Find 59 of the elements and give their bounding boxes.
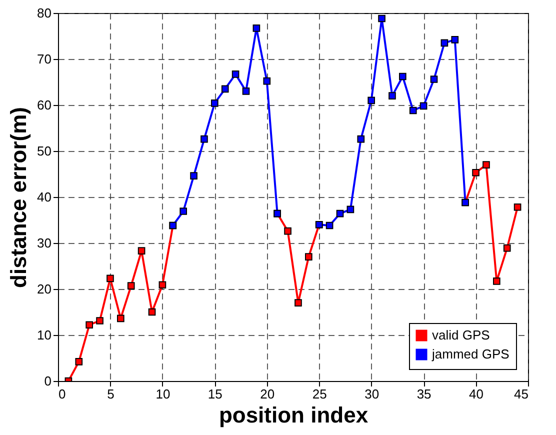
point [493, 278, 500, 285]
point [242, 88, 250, 95]
y-tick-label: 0 [44, 374, 52, 388]
point [451, 36, 459, 44]
y-axis-title: distance error(m) [6, 107, 32, 288]
point [127, 282, 135, 290]
point [514, 203, 522, 211]
x-tick-label: 40 [469, 386, 484, 402]
point [106, 274, 114, 282]
point [180, 208, 187, 215]
point [158, 281, 166, 289]
point [326, 222, 334, 230]
y-tick-label: 80 [37, 6, 52, 20]
x-tick-label: 15 [208, 386, 222, 402]
point [399, 72, 406, 80]
x-tick-label: 20 [260, 386, 275, 402]
y-tick-label: 10 [37, 328, 52, 342]
point [211, 100, 218, 107]
point [200, 135, 208, 143]
y-tick-label: 30 [37, 236, 52, 250]
legend-label: jammed GPS [431, 346, 510, 362]
legend-label: valid GPS [432, 328, 490, 342]
point [430, 76, 438, 83]
point [232, 70, 240, 78]
point [482, 161, 490, 168]
point [96, 317, 104, 324]
x-tick-label: 30 [364, 386, 380, 402]
y-tick-label: 40 [37, 190, 52, 204]
y-tick-label: 70 [37, 52, 52, 66]
point [117, 314, 124, 322]
point [148, 308, 156, 316]
point [263, 77, 271, 85]
x-tick-label: 0 [58, 386, 66, 402]
y-tick-label: 20 [37, 282, 52, 296]
point [190, 172, 198, 180]
point [388, 92, 396, 100]
point [346, 206, 354, 214]
point [368, 96, 375, 104]
x-tick-label: 45 [514, 386, 528, 402]
x-tick-label: 35 [416, 386, 432, 402]
point [440, 39, 448, 47]
point [378, 14, 386, 22]
point [503, 244, 511, 252]
x-tick-label: 10 [156, 386, 170, 402]
point [138, 247, 146, 254]
point [472, 168, 480, 176]
point [221, 85, 229, 93]
x-tick-label: 5 [107, 386, 114, 402]
x-tick-label: 25 [312, 386, 327, 402]
point [357, 135, 365, 143]
point [86, 321, 93, 329]
x-axis-title: position index [218, 402, 369, 428]
point [420, 102, 428, 110]
point [409, 106, 417, 114]
point [252, 24, 260, 32]
y-tick-label: 50 [37, 144, 52, 158]
point [336, 210, 344, 218]
point [75, 358, 83, 366]
y-tick-label: 60 [37, 98, 52, 112]
